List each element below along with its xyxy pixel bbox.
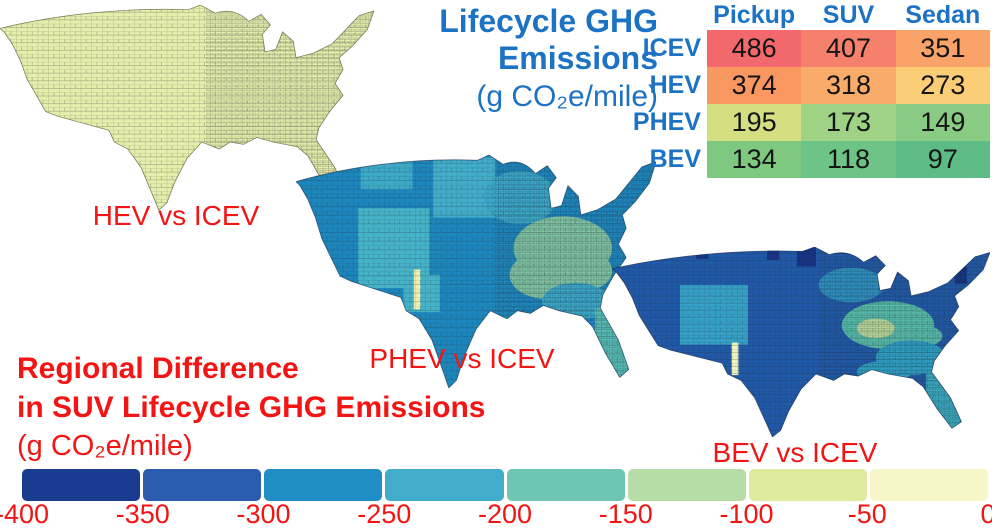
table-row: 486 407 351 xyxy=(707,30,990,67)
table-row: 195 173 149 xyxy=(707,104,990,141)
row-label-icev: ICEV xyxy=(642,34,701,62)
table-cell: 149 xyxy=(895,104,990,141)
colorbar-tick: -200 xyxy=(477,499,533,529)
colorbar xyxy=(22,469,988,501)
table-row-labels: ICEV HEV PHEV BEV xyxy=(592,30,701,178)
colorbar-segment xyxy=(264,469,383,501)
emissions-table: 486 407 351 374 318 273 195 173 149 134 … xyxy=(707,30,990,178)
colorbar-ticks: -400 -350 -300 -250 -200 -150 -100 -50 0 xyxy=(0,499,992,529)
row-label-hev: HEV xyxy=(649,71,701,99)
regional-title-line2: in SUV Lifecycle GHG Emissions xyxy=(17,391,486,424)
table-row: 134 118 97 xyxy=(707,141,990,178)
table-cell: 173 xyxy=(801,104,896,141)
colorbar-tick: 0 xyxy=(980,499,992,529)
map-bev-vs-icev xyxy=(612,247,990,437)
colorbar-segment xyxy=(869,469,988,501)
row-label-phev: PHEV xyxy=(632,108,701,136)
colorbar-tick: -400 xyxy=(0,499,50,529)
table-cell: 97 xyxy=(895,141,990,178)
table-row: 374 318 273 xyxy=(707,67,990,104)
regional-patches xyxy=(612,247,990,437)
colorbar-tick: -350 xyxy=(115,499,170,529)
colorbar-tick: -100 xyxy=(719,499,774,529)
figure-title: Lifecycle GHG Emissions (g CO₂e/mile) xyxy=(300,3,658,115)
table-cell: 486 xyxy=(707,30,802,67)
map-hev-vs-icev xyxy=(0,5,374,210)
colorbar-tick: -250 xyxy=(357,499,412,529)
map-label-bev: BEV vs ICEV xyxy=(712,437,878,468)
map-label-phev: PHEV vs ICEV xyxy=(369,343,555,374)
column-header-pickup: Pickup xyxy=(713,1,796,29)
table-cell: 195 xyxy=(707,104,802,141)
table-cell: 351 xyxy=(895,30,990,67)
colorbar-segment xyxy=(506,469,625,501)
map-label-hev: HEV vs ICEV xyxy=(92,200,260,231)
colorbar-tick: -300 xyxy=(236,499,291,529)
colorbar-segment xyxy=(143,469,262,501)
map-phev-vs-icev xyxy=(296,155,656,388)
figure-title-line1: Lifecycle GHG xyxy=(439,3,658,39)
regional-title: Regional Difference in SUV Lifecycle GHG… xyxy=(17,349,486,466)
table-cell: 407 xyxy=(801,30,896,67)
column-header-suv: SUV xyxy=(822,1,875,29)
figure-title-unit: (g CO₂e/mile) xyxy=(476,80,658,113)
table-cell: 118 xyxy=(801,141,896,178)
column-header-sedan: Sedan xyxy=(905,1,981,29)
figure-title-line2: Emissions xyxy=(497,40,658,76)
table-column-headers: Pickup SUV Sedan xyxy=(707,1,990,29)
colorbar-tick: -150 xyxy=(598,499,653,529)
colorbar-segment xyxy=(748,469,867,501)
colorbar-segment xyxy=(627,469,746,501)
table-cell: 134 xyxy=(707,141,802,178)
colorbar-segment xyxy=(385,469,504,501)
row-label-bev: BEV xyxy=(649,145,701,173)
table-cell: 374 xyxy=(707,67,802,104)
colorbar-segment xyxy=(22,469,141,501)
regional-title-unit: (g CO₂e/mile) xyxy=(17,430,193,462)
table-cell: 273 xyxy=(895,67,990,104)
table-cell: 318 xyxy=(801,67,896,104)
regional-title-line1: Regional Difference xyxy=(17,352,299,385)
colorbar-tick: -50 xyxy=(847,499,887,529)
